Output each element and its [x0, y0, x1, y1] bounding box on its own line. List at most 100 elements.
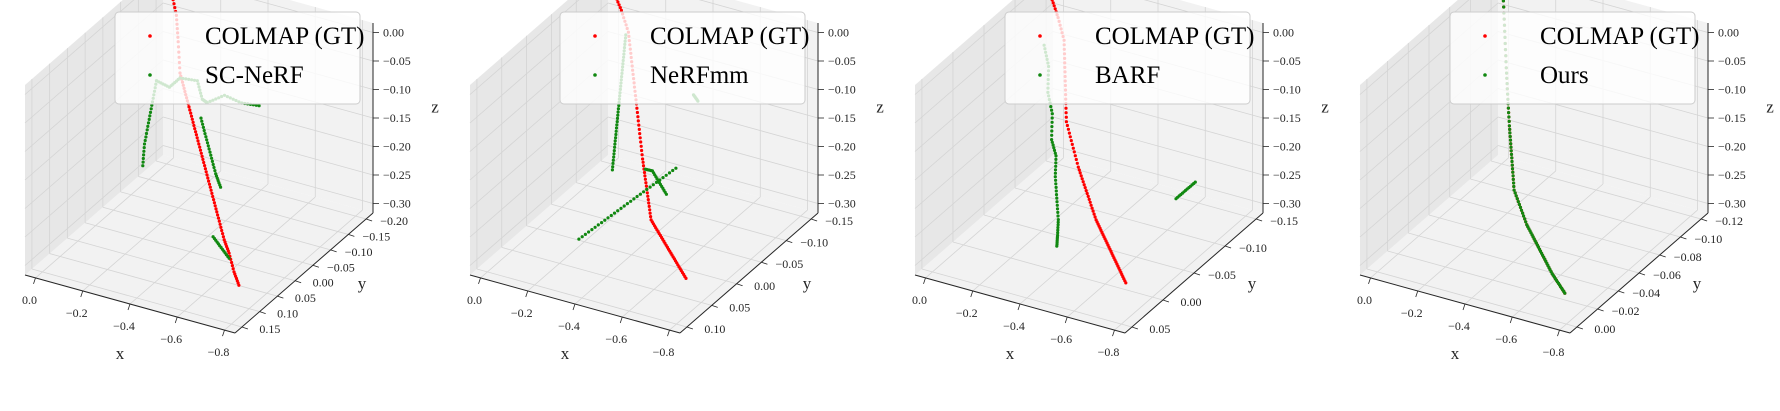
gt-series-point	[1064, 115, 1068, 119]
gt-series-point	[189, 111, 193, 115]
grid-line	[162, 145, 374, 204]
x-tick-label: 0.0	[912, 293, 927, 307]
gt-series-point	[1072, 150, 1076, 154]
pred-series-1-point	[615, 116, 620, 120]
legend: COLMAP (GT) BARF	[1004, 11, 1255, 105]
gt-series-point	[220, 228, 224, 233]
pred-series-2-point	[596, 223, 600, 227]
pred-series-1-point	[1508, 131, 1512, 135]
gt-series-point	[1053, 7, 1057, 11]
pred-series-3-point	[664, 192, 669, 196]
pred-series-2-point	[661, 176, 665, 180]
x-tick-label: −0.2	[956, 306, 978, 320]
chart-panel-1: 0.0−0.2−0.4−0.6−0.80.150.100.050.00−0.05…	[22, 0, 439, 363]
grid-line	[1490, 160, 1702, 220]
y-tick-label: 0.15	[259, 322, 280, 336]
pred-series-1-point	[1054, 178, 1058, 182]
pred-series-1-point	[1502, 5, 1506, 9]
pred-series-1-point	[612, 155, 616, 159]
gt-series-point	[1064, 111, 1068, 115]
gt-series-point	[1052, 4, 1056, 8]
gt-series-point	[218, 222, 222, 226]
gt-series-point	[173, 6, 177, 10]
y-tick-label: −0.15	[825, 214, 853, 228]
gt-series-point	[206, 176, 210, 180]
pred-series-1-point	[1054, 185, 1058, 189]
pred-series-3-point	[208, 150, 212, 154]
y-tick	[259, 311, 266, 314]
pred-series-1-point	[257, 104, 261, 108]
gt-series-point	[635, 110, 640, 115]
pred-series-2-point	[603, 218, 607, 222]
gt-series-point	[641, 160, 645, 164]
pred-series-3-point	[205, 141, 210, 145]
pred-series-1-point	[1507, 115, 1511, 119]
pred-series-1-point	[1523, 217, 1527, 221]
pred-series-3-point	[213, 169, 217, 173]
z-tick-label: −0.20	[1273, 140, 1301, 154]
y-tick-label: −0.12	[1715, 214, 1743, 228]
legend-label-pred: BARF	[1095, 62, 1160, 89]
gt-series-point	[198, 148, 203, 152]
gt-series-point	[638, 132, 642, 136]
legend-box	[1449, 11, 1696, 105]
grid-line	[469, 145, 609, 266]
grid-line	[574, 183, 714, 305]
gt-series-point	[639, 140, 643, 144]
grid-line	[1497, 145, 1709, 204]
grid-line	[24, 116, 164, 238]
gt-series-point	[1092, 212, 1096, 216]
x-tick	[1017, 303, 1021, 311]
gt-series-point	[207, 182, 212, 186]
gt-series-point	[649, 215, 653, 219]
pred-series-1-point	[616, 110, 620, 114]
legend: COLMAP (GT) NeRFmm	[559, 11, 810, 105]
gt-series-point	[646, 198, 650, 202]
grid-line	[921, 268, 1133, 328]
gt-series-point	[219, 225, 223, 229]
grid-line	[1359, 0, 1470, 95]
gt-series-point	[1082, 183, 1086, 187]
z-tick-label: −0.15	[1273, 111, 1301, 125]
y-tick	[1618, 290, 1625, 294]
z-tick-label: −0.30	[1718, 197, 1746, 211]
y-tick-label: −0.05	[1208, 268, 1236, 282]
pred-series-2-point	[142, 149, 146, 153]
legend-marker-gt	[148, 34, 152, 38]
y-tick	[1597, 308, 1604, 312]
pred-series-1-point	[1509, 145, 1513, 149]
gt-series-point	[210, 191, 214, 195]
x-tick	[478, 277, 481, 285]
y-tick-label: −0.15	[362, 229, 390, 243]
y-tick	[810, 218, 818, 222]
gt-series-point	[211, 194, 215, 199]
gt-series-point	[618, 6, 622, 10]
y-tick-label: −0.10	[800, 236, 828, 250]
grid-line	[551, 203, 762, 263]
y-tick-label: −0.05	[327, 260, 355, 274]
pred-series-2-point	[142, 146, 146, 150]
pred-series-1-point	[1050, 129, 1054, 133]
pred-series-1-point	[1056, 220, 1060, 224]
x-tick-label: −0.6	[1050, 332, 1072, 346]
grid-line	[67, 237, 278, 297]
x-tick-label: −0.2	[511, 306, 533, 320]
pred-series-1-point	[1054, 161, 1058, 165]
grid-line	[31, 268, 243, 328]
pred-series-2-point	[664, 173, 668, 177]
gt-series-point	[637, 127, 641, 131]
gt-series-point	[1083, 186, 1087, 190]
gt-series-point	[216, 216, 221, 220]
grid-line	[138, 176, 349, 235]
pred-series-1-point	[1054, 189, 1058, 193]
pred-series-2-point	[612, 211, 617, 215]
z-axis-label: z	[431, 98, 439, 117]
gt-series-point	[642, 170, 647, 175]
pred-series-2-point	[616, 209, 620, 213]
x-tick-label: −0.4	[1448, 319, 1470, 333]
pred-series-2-point	[146, 124, 150, 128]
legend-label-pred: NeRFmm	[650, 62, 749, 89]
z-tick-label: −0.20	[383, 140, 411, 154]
gt-series-point	[637, 123, 641, 127]
pred-series-2-point	[635, 194, 639, 199]
